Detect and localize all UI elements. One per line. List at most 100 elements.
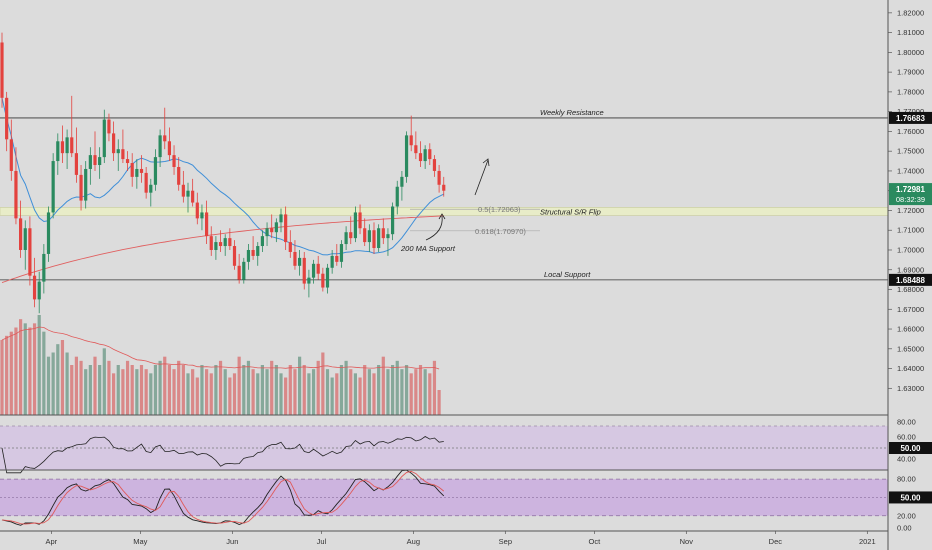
candle xyxy=(344,226,348,250)
candle xyxy=(88,147,92,185)
volume-ma-line xyxy=(1,326,440,370)
candle xyxy=(51,153,55,219)
price-tick-label: 1.64000 xyxy=(897,364,924,373)
candle-body xyxy=(19,218,23,250)
candle xyxy=(23,220,27,270)
candle-body xyxy=(316,263,320,274)
candle-body xyxy=(242,261,246,280)
price-tick-label: 1.65000 xyxy=(897,344,924,353)
candle-body xyxy=(200,212,204,219)
volume-bar xyxy=(232,373,237,415)
time-axis[interactable]: Apr May Jun Jul Aug Sep Oct Nov Dec 2021 xyxy=(46,531,876,546)
candle-body xyxy=(372,230,376,249)
candle xyxy=(330,249,334,274)
stoch-tick-label: 80.00 xyxy=(897,475,916,484)
candle xyxy=(181,170,185,203)
candle-body xyxy=(56,141,60,162)
volume-bar xyxy=(284,377,288,415)
volume-bar xyxy=(205,369,209,415)
volume-bar xyxy=(293,369,297,415)
volume-bar xyxy=(135,369,139,415)
candle-body xyxy=(98,157,102,166)
price-tick-label: 1.74000 xyxy=(897,166,924,175)
candle-body xyxy=(381,228,385,239)
oscillator-lines xyxy=(1,436,445,526)
volume-bar xyxy=(377,365,381,415)
candle xyxy=(288,230,292,258)
candle xyxy=(28,216,32,286)
volume-bar xyxy=(311,369,316,415)
candle xyxy=(195,192,199,225)
rsi-badge xyxy=(889,442,932,454)
candle-body xyxy=(414,145,418,154)
candle-body xyxy=(84,168,88,201)
candle xyxy=(107,113,111,142)
volume-bar xyxy=(395,360,399,415)
volume-bar xyxy=(121,369,125,415)
volume-bars xyxy=(0,315,441,415)
candle xyxy=(265,222,269,247)
candle xyxy=(274,218,278,243)
candle xyxy=(186,182,190,213)
candle xyxy=(191,178,195,207)
time-tick-label: Apr xyxy=(46,537,58,546)
volume-bar xyxy=(37,315,41,415)
volume-bar xyxy=(116,365,120,415)
candle-body xyxy=(74,153,78,175)
candle-body xyxy=(121,149,125,160)
price-tick-label: 1.77000 xyxy=(897,107,924,116)
volume-bar xyxy=(0,340,4,415)
rsi-tick-label: 80.00 xyxy=(897,418,916,427)
candle-body xyxy=(107,119,111,134)
candle-body xyxy=(386,234,390,239)
candle-body xyxy=(79,174,83,201)
volume-bar xyxy=(414,369,418,415)
candle xyxy=(260,230,264,252)
candle-body xyxy=(125,159,130,164)
volume-bar xyxy=(330,377,334,415)
candle xyxy=(93,131,97,171)
candle-body xyxy=(251,249,255,256)
ma-support-label: 200 MA Support xyxy=(400,244,456,253)
volume-bar xyxy=(288,365,292,415)
volume-bar xyxy=(79,360,83,415)
volume-bar xyxy=(149,373,153,415)
volume-bar xyxy=(428,373,432,415)
stoch-badge xyxy=(889,491,932,504)
level-label: Weekly Resistance xyxy=(540,108,604,117)
candle xyxy=(442,176,446,197)
volume-bar xyxy=(418,365,423,415)
level-badge xyxy=(889,111,932,124)
volume-bar xyxy=(98,365,102,415)
candle-body xyxy=(14,170,18,219)
price-axis[interactable]: 1.82000 1.81000 1.80000 1.79000 1.78000 1.770… xyxy=(888,8,924,532)
candle-body xyxy=(5,97,9,140)
rsi-tick-label: 60.00 xyxy=(897,433,916,442)
price-tick-label: 1.75000 xyxy=(897,147,924,156)
candle xyxy=(372,222,376,254)
candle-body xyxy=(358,212,362,229)
candle-body xyxy=(302,257,306,284)
volume-bar xyxy=(437,390,441,415)
candle xyxy=(102,109,106,164)
candle xyxy=(223,234,227,256)
candle-body xyxy=(23,228,27,250)
price-tick-label: 1.76000 xyxy=(897,127,924,136)
fib-label: 0.5(1.72063) xyxy=(478,205,521,214)
candle-body xyxy=(377,228,381,249)
time-tick-label: May xyxy=(133,537,147,546)
candle xyxy=(98,147,102,179)
candle xyxy=(205,200,209,245)
candle xyxy=(432,155,437,177)
candle-body xyxy=(293,251,297,266)
candle xyxy=(400,170,404,201)
candle-body xyxy=(339,244,344,262)
volume-bar xyxy=(191,369,195,415)
volume-bar xyxy=(270,360,274,415)
candle xyxy=(144,166,148,199)
candle-body xyxy=(65,137,69,154)
candle xyxy=(177,157,181,191)
candle xyxy=(139,155,144,183)
volume-bar xyxy=(214,365,218,415)
